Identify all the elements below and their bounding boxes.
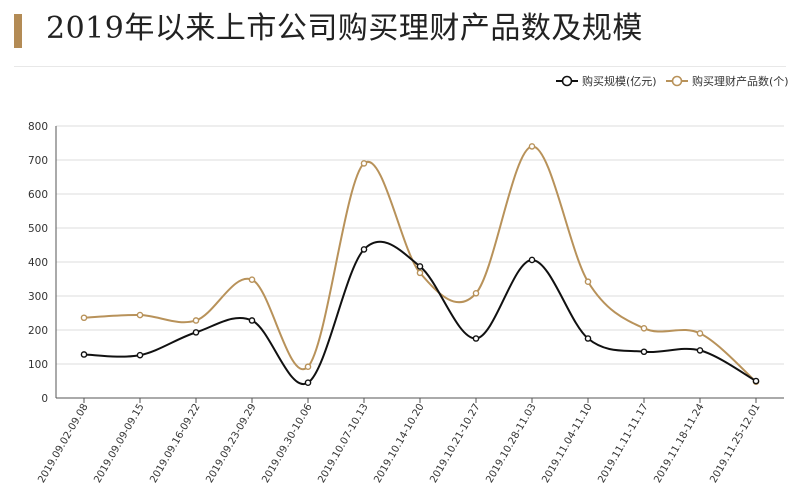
y-tick-label: 800 <box>28 121 48 133</box>
series-2-point[interactable] <box>416 269 424 277</box>
series-1-point[interactable] <box>584 335 592 342</box>
series-1-point[interactable] <box>416 263 424 270</box>
series-2-point[interactable] <box>640 324 648 332</box>
legend-label-1[interactable]: 购买规模(亿元) <box>582 74 657 88</box>
series-2-point[interactable] <box>80 314 88 322</box>
series-2-point[interactable] <box>472 289 480 297</box>
series-1-point[interactable] <box>752 377 760 385</box>
legend-label-2[interactable]: 购买理财产品数(个) <box>692 74 789 88</box>
series-1-point[interactable] <box>696 347 704 354</box>
x-tick-label: 2019.11.11-11.17 <box>596 402 650 485</box>
y-tick-label: 400 <box>28 257 48 269</box>
y-tick-label: 100 <box>28 359 48 371</box>
series-1-point[interactable] <box>640 348 648 356</box>
y-tick-label: 500 <box>28 223 48 235</box>
legend-marker-1 <box>561 75 573 87</box>
series-1-point[interactable] <box>192 329 200 336</box>
series-2-point[interactable] <box>528 143 536 150</box>
y-tick-label: 700 <box>28 155 48 167</box>
title-accent-bar <box>14 14 22 48</box>
series-line-1 <box>83 240 757 386</box>
series-1-point[interactable] <box>248 317 256 324</box>
x-tick-label: 2019.09.09-09.15 <box>92 402 146 485</box>
title-divider <box>14 66 786 67</box>
x-tick-label: 2019.09.16-09.22 <box>148 402 202 485</box>
y-tick-label: 200 <box>28 325 48 337</box>
series-2-point[interactable] <box>304 363 312 371</box>
x-tick-label: 2019.09.02-09.08 <box>36 402 90 485</box>
series-1-point[interactable] <box>304 379 312 387</box>
series-2-point[interactable] <box>360 160 368 167</box>
series-1-point[interactable] <box>80 351 88 358</box>
legend-marker-2 <box>671 75 683 87</box>
title-bar: 2019年以来上市公司购买理财产品数及规模 <box>14 10 784 48</box>
series-1-point[interactable] <box>528 256 536 264</box>
x-tick-label: 2019.09.23-09.29 <box>204 402 258 485</box>
series-2-point[interactable] <box>192 317 200 324</box>
x-tick-label: 2019.09.30-10.06 <box>260 402 314 485</box>
series-1-point[interactable] <box>136 351 144 359</box>
y-tick-label: 300 <box>28 291 48 303</box>
chart-title: 2019年以来上市公司购买理财产品数及规模 <box>46 11 643 46</box>
series-1-point[interactable] <box>472 335 480 342</box>
y-tick-label: 600 <box>28 189 48 201</box>
x-tick-label: 2019.10.21-10.27 <box>428 402 482 485</box>
x-tick-label: 2019.11.25-12.01 <box>708 402 762 485</box>
series-2-point[interactable] <box>584 278 592 286</box>
x-tick-label: 2019.10.28-11.03 <box>484 402 538 485</box>
x-tick-label: 2019.10.14-10.20 <box>372 402 426 485</box>
series-line-2 <box>83 145 757 383</box>
series-2-point[interactable] <box>136 311 144 319</box>
series-2-point[interactable] <box>696 330 704 337</box>
series-1-point[interactable] <box>360 246 368 253</box>
series-2-point[interactable] <box>248 276 256 283</box>
x-tick-label: 2019.11.18-11.24 <box>652 402 706 485</box>
x-tick-label: 2019.10.07-10.13 <box>316 402 370 485</box>
x-tick-label: 2019.11.04-11.10 <box>540 402 594 485</box>
y-tick-label: 0 <box>41 393 48 405</box>
